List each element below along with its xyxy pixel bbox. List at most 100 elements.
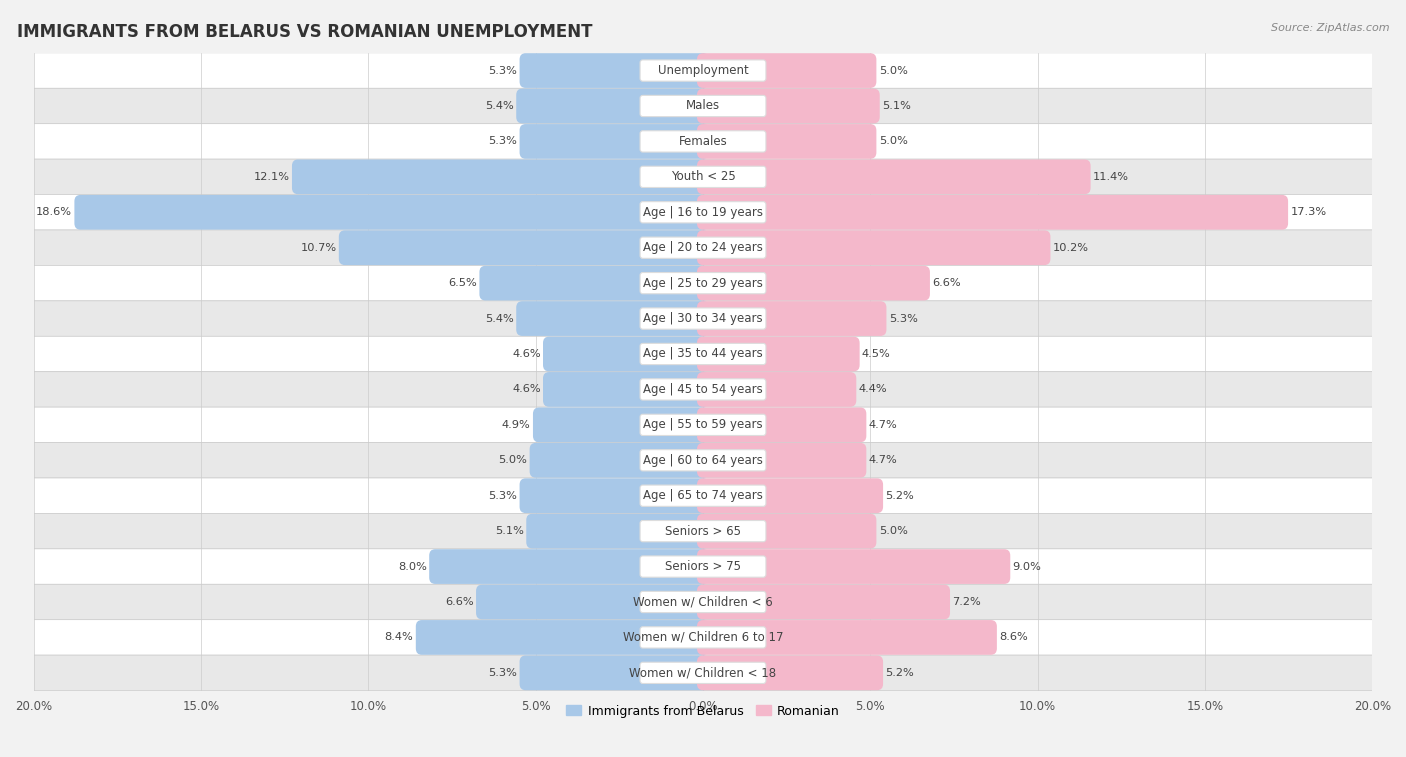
- FancyBboxPatch shape: [34, 53, 1372, 89]
- FancyBboxPatch shape: [34, 301, 1372, 336]
- FancyBboxPatch shape: [640, 95, 766, 117]
- FancyBboxPatch shape: [640, 414, 766, 435]
- Text: Age | 20 to 24 years: Age | 20 to 24 years: [643, 241, 763, 254]
- Text: Age | 55 to 59 years: Age | 55 to 59 years: [643, 419, 763, 431]
- FancyBboxPatch shape: [697, 478, 883, 513]
- Text: Seniors > 75: Seniors > 75: [665, 560, 741, 573]
- FancyBboxPatch shape: [520, 656, 709, 690]
- FancyBboxPatch shape: [697, 301, 886, 336]
- Text: 18.6%: 18.6%: [37, 207, 72, 217]
- FancyBboxPatch shape: [640, 378, 766, 400]
- Text: 4.6%: 4.6%: [512, 385, 541, 394]
- FancyBboxPatch shape: [34, 123, 1372, 159]
- FancyBboxPatch shape: [34, 89, 1372, 123]
- FancyBboxPatch shape: [34, 336, 1372, 372]
- Text: Women w/ Children 6 to 17: Women w/ Children 6 to 17: [623, 631, 783, 644]
- FancyBboxPatch shape: [640, 591, 766, 612]
- Text: 5.4%: 5.4%: [485, 313, 513, 323]
- FancyBboxPatch shape: [34, 266, 1372, 301]
- Text: Age | 35 to 44 years: Age | 35 to 44 years: [643, 347, 763, 360]
- FancyBboxPatch shape: [543, 372, 709, 407]
- Text: Source: ZipAtlas.com: Source: ZipAtlas.com: [1271, 23, 1389, 33]
- FancyBboxPatch shape: [416, 620, 709, 655]
- Text: 5.3%: 5.3%: [488, 136, 517, 146]
- FancyBboxPatch shape: [34, 159, 1372, 195]
- Text: 5.4%: 5.4%: [485, 101, 513, 111]
- Text: 10.2%: 10.2%: [1053, 243, 1088, 253]
- FancyBboxPatch shape: [34, 443, 1372, 478]
- Text: 6.6%: 6.6%: [932, 278, 960, 288]
- Text: Age | 45 to 54 years: Age | 45 to 54 years: [643, 383, 763, 396]
- Text: 8.0%: 8.0%: [398, 562, 427, 572]
- Text: 4.5%: 4.5%: [862, 349, 891, 359]
- FancyBboxPatch shape: [697, 195, 1288, 229]
- Text: 4.4%: 4.4%: [859, 385, 887, 394]
- Text: 4.9%: 4.9%: [502, 420, 530, 430]
- FancyBboxPatch shape: [34, 478, 1372, 513]
- FancyBboxPatch shape: [34, 195, 1372, 230]
- FancyBboxPatch shape: [697, 407, 866, 442]
- FancyBboxPatch shape: [640, 521, 766, 542]
- FancyBboxPatch shape: [339, 230, 709, 265]
- FancyBboxPatch shape: [697, 514, 876, 549]
- Text: Age | 65 to 74 years: Age | 65 to 74 years: [643, 489, 763, 502]
- FancyBboxPatch shape: [697, 337, 859, 372]
- FancyBboxPatch shape: [697, 656, 883, 690]
- Text: Youth < 25: Youth < 25: [671, 170, 735, 183]
- FancyBboxPatch shape: [429, 550, 709, 584]
- Text: 4.7%: 4.7%: [869, 420, 897, 430]
- FancyBboxPatch shape: [640, 344, 766, 365]
- Text: Age | 16 to 19 years: Age | 16 to 19 years: [643, 206, 763, 219]
- FancyBboxPatch shape: [526, 514, 709, 549]
- Text: 7.2%: 7.2%: [952, 597, 981, 607]
- Text: 5.3%: 5.3%: [488, 491, 517, 500]
- Text: 5.0%: 5.0%: [879, 136, 908, 146]
- FancyBboxPatch shape: [697, 620, 997, 655]
- Text: 12.1%: 12.1%: [253, 172, 290, 182]
- FancyBboxPatch shape: [520, 53, 709, 88]
- FancyBboxPatch shape: [520, 124, 709, 159]
- FancyBboxPatch shape: [640, 485, 766, 506]
- Text: 4.6%: 4.6%: [512, 349, 541, 359]
- Text: Age | 25 to 29 years: Age | 25 to 29 years: [643, 276, 763, 290]
- Text: IMMIGRANTS FROM BELARUS VS ROMANIAN UNEMPLOYMENT: IMMIGRANTS FROM BELARUS VS ROMANIAN UNEM…: [17, 23, 592, 41]
- Text: 5.0%: 5.0%: [879, 526, 908, 536]
- Text: 17.3%: 17.3%: [1291, 207, 1326, 217]
- FancyBboxPatch shape: [640, 201, 766, 223]
- Text: 8.6%: 8.6%: [1000, 632, 1028, 643]
- Text: 5.1%: 5.1%: [882, 101, 911, 111]
- FancyBboxPatch shape: [640, 131, 766, 152]
- FancyBboxPatch shape: [697, 124, 876, 159]
- FancyBboxPatch shape: [34, 230, 1372, 266]
- FancyBboxPatch shape: [640, 308, 766, 329]
- Text: 11.4%: 11.4%: [1092, 172, 1129, 182]
- FancyBboxPatch shape: [520, 478, 709, 513]
- Text: Women w/ Children < 18: Women w/ Children < 18: [630, 666, 776, 679]
- Text: 10.7%: 10.7%: [301, 243, 336, 253]
- FancyBboxPatch shape: [640, 167, 766, 188]
- FancyBboxPatch shape: [533, 407, 709, 442]
- FancyBboxPatch shape: [640, 273, 766, 294]
- FancyBboxPatch shape: [34, 549, 1372, 584]
- FancyBboxPatch shape: [34, 620, 1372, 655]
- FancyBboxPatch shape: [543, 337, 709, 372]
- Text: 8.4%: 8.4%: [385, 632, 413, 643]
- FancyBboxPatch shape: [34, 407, 1372, 443]
- Legend: Immigrants from Belarus, Romanian: Immigrants from Belarus, Romanian: [561, 699, 845, 723]
- FancyBboxPatch shape: [34, 372, 1372, 407]
- FancyBboxPatch shape: [34, 513, 1372, 549]
- Text: 9.0%: 9.0%: [1012, 562, 1042, 572]
- FancyBboxPatch shape: [640, 627, 766, 648]
- Text: 4.7%: 4.7%: [869, 455, 897, 466]
- Text: Age | 30 to 34 years: Age | 30 to 34 years: [643, 312, 763, 325]
- Text: 5.3%: 5.3%: [488, 66, 517, 76]
- FancyBboxPatch shape: [640, 556, 766, 577]
- FancyBboxPatch shape: [530, 443, 709, 478]
- Text: 5.3%: 5.3%: [488, 668, 517, 678]
- Text: 5.0%: 5.0%: [498, 455, 527, 466]
- FancyBboxPatch shape: [477, 584, 709, 619]
- Text: Unemployment: Unemployment: [658, 64, 748, 77]
- FancyBboxPatch shape: [640, 450, 766, 471]
- FancyBboxPatch shape: [34, 584, 1372, 620]
- FancyBboxPatch shape: [640, 60, 766, 81]
